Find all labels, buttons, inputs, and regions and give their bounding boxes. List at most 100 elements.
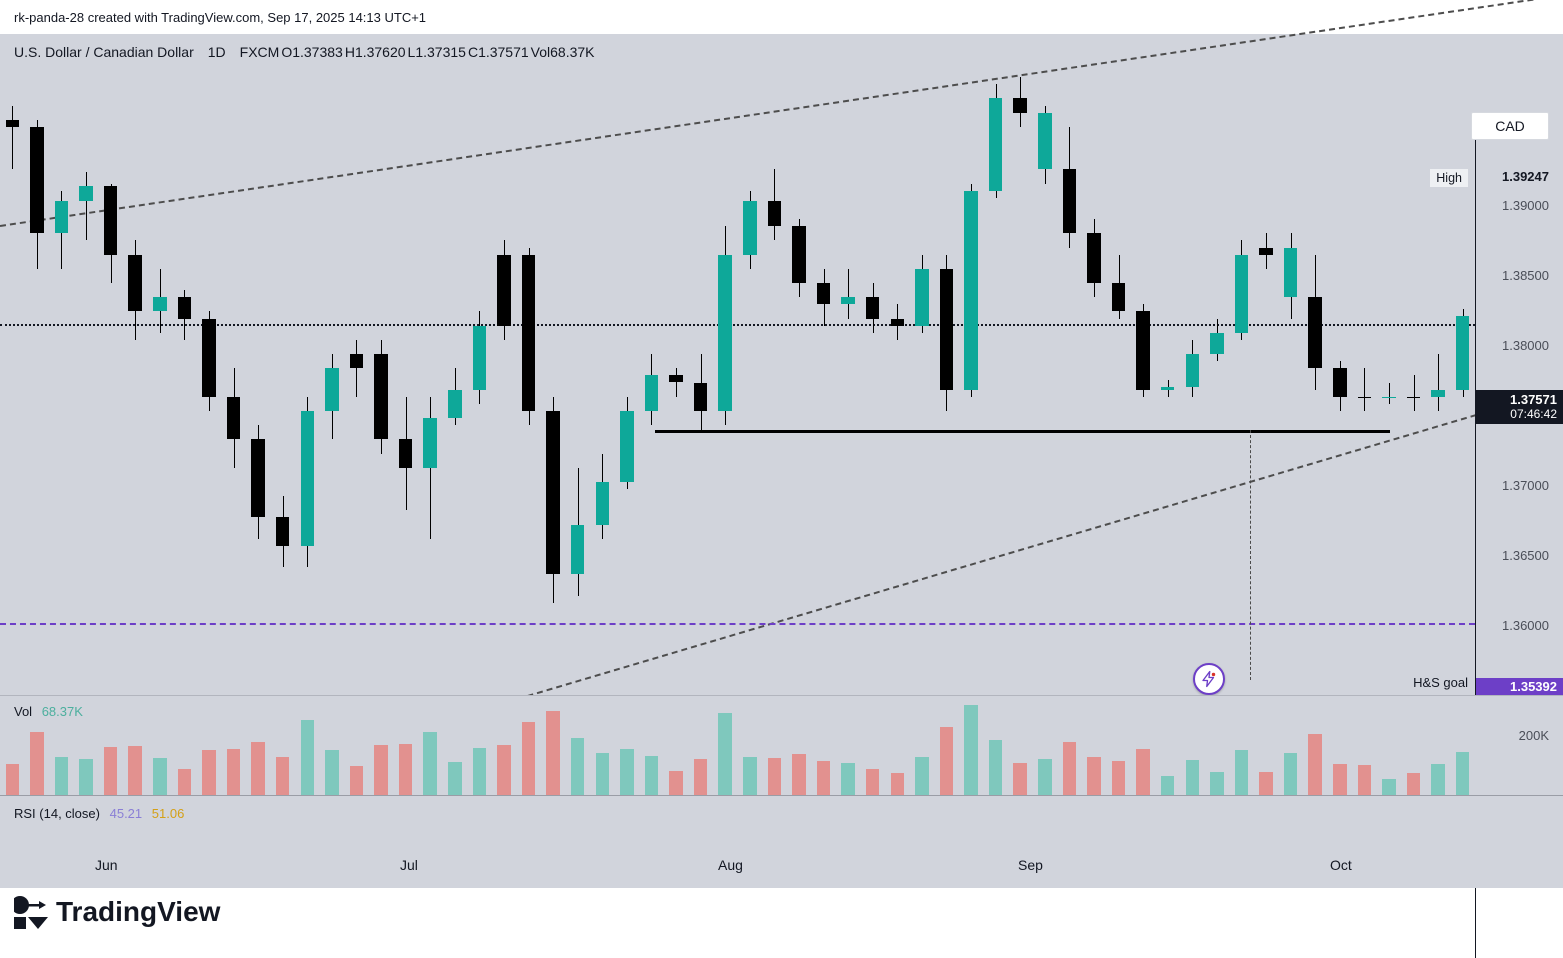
volume-bar[interactable] (1136, 749, 1150, 795)
candlestick-body[interactable] (448, 390, 462, 418)
volume-bar[interactable] (423, 732, 437, 795)
volume-bar[interactable] (1431, 764, 1445, 795)
volume-bar[interactable] (6, 764, 20, 795)
candlestick-body[interactable] (1063, 169, 1077, 233)
candlestick-body[interactable] (1382, 397, 1396, 399)
volume-bar[interactable] (964, 705, 978, 795)
volume-bar[interactable] (374, 745, 388, 795)
volume-bar[interactable] (325, 750, 339, 795)
volume-bar[interactable] (1112, 761, 1126, 795)
candlestick-body[interactable] (743, 201, 757, 255)
candlestick-body[interactable] (866, 297, 880, 318)
volume-bar[interactable] (227, 749, 241, 795)
candlestick-body[interactable] (202, 319, 216, 397)
candlestick-body[interactable] (964, 191, 978, 390)
volume-bar[interactable] (596, 753, 610, 795)
candlestick-body[interactable] (30, 127, 44, 234)
volume-bar[interactable] (1456, 752, 1470, 795)
candlestick-body[interactable] (1456, 316, 1470, 390)
candlestick-body[interactable] (940, 269, 954, 390)
candlestick-body[interactable] (301, 411, 315, 546)
volume-bar[interactable] (104, 747, 118, 795)
candlestick-body[interactable] (891, 319, 905, 326)
flash-alert-icon[interactable] (1193, 663, 1225, 695)
volume-bar[interactable] (768, 758, 782, 795)
candlestick-body[interactable] (79, 186, 93, 200)
volume-bar[interactable] (645, 756, 659, 795)
volume-bar[interactable] (1210, 772, 1224, 795)
candlestick-body[interactable] (620, 411, 634, 482)
volume-bar[interactable] (694, 759, 708, 795)
candlestick-body[interactable] (128, 255, 142, 312)
candlestick-body[interactable] (817, 283, 831, 304)
candlestick-body[interactable] (1407, 397, 1421, 399)
candlestick-body[interactable] (276, 517, 290, 545)
candlestick-body[interactable] (1136, 311, 1150, 389)
volume-bar[interactable] (1259, 772, 1273, 795)
candlestick-body[interactable] (1358, 397, 1372, 399)
candlestick-body[interactable] (792, 226, 806, 283)
candlestick-body[interactable] (571, 525, 585, 575)
candlestick-body[interactable] (1235, 255, 1249, 333)
volume-bar[interactable] (399, 744, 413, 796)
volume-bar[interactable] (571, 738, 585, 795)
volume-bar[interactable] (1087, 757, 1101, 795)
pair-title[interactable]: U.S. Dollar / Canadian Dollar (14, 44, 194, 60)
volume-bar[interactable] (1063, 742, 1077, 795)
volume-bar[interactable] (866, 769, 880, 795)
candlestick-body[interactable] (1087, 233, 1101, 283)
candlestick-body[interactable] (1259, 248, 1273, 255)
volume-bar[interactable] (448, 762, 462, 795)
volume-bar[interactable] (1407, 773, 1421, 795)
volume-bar[interactable] (1235, 750, 1249, 795)
time-axis[interactable]: Jun Jul Aug Sep Oct (0, 843, 1563, 888)
candlestick-body[interactable] (423, 418, 437, 468)
candlestick-body[interactable] (1186, 354, 1200, 387)
candlestick-body[interactable] (497, 255, 511, 326)
volume-bar[interactable] (1333, 764, 1347, 795)
volume-bar[interactable] (1013, 763, 1027, 795)
candlestick-body[interactable] (1038, 113, 1052, 170)
volume-bar[interactable] (1284, 753, 1298, 795)
candlestick-body[interactable] (153, 297, 167, 311)
volume-bar[interactable] (915, 757, 929, 795)
volume-bar[interactable] (301, 720, 315, 795)
candlestick-body[interactable] (399, 439, 413, 467)
candlestick-body[interactable] (1112, 283, 1126, 311)
candlestick-body[interactable] (718, 255, 732, 411)
candlestick-body[interactable] (1210, 333, 1224, 354)
volume-bar[interactable] (718, 713, 732, 795)
volume-bar[interactable] (1161, 776, 1175, 795)
candlestick-body[interactable] (325, 368, 339, 411)
volume-bar[interactable] (276, 757, 290, 795)
candlestick-body[interactable] (55, 201, 69, 234)
candlestick-body[interactable] (178, 297, 192, 318)
volume-bar[interactable] (79, 759, 93, 795)
volume-bar[interactable] (128, 746, 142, 795)
candlestick-body[interactable] (6, 120, 20, 127)
volume-panel[interactable]: Vol 68.37K 200K (0, 695, 1563, 795)
interval-label[interactable]: 1D (208, 44, 226, 60)
candlestick-body[interactable] (596, 482, 610, 525)
volume-bar[interactable] (669, 771, 683, 795)
volume-bar[interactable] (1186, 760, 1200, 795)
volume-bar[interactable] (743, 757, 757, 795)
candlestick-body[interactable] (251, 439, 265, 517)
exchange-label[interactable]: FXCM (240, 44, 280, 60)
candlestick-body[interactable] (374, 354, 388, 439)
candlestick-body[interactable] (522, 255, 536, 411)
candlestick-body[interactable] (1333, 368, 1347, 396)
candlestick-body[interactable] (645, 375, 659, 411)
candlestick-body[interactable] (546, 411, 560, 574)
candlestick-body[interactable] (350, 354, 364, 368)
rsi-panel[interactable]: RSI (14, close) 45.21 51.06 (0, 795, 1563, 843)
volume-bar[interactable] (30, 732, 44, 795)
volume-bar[interactable] (841, 763, 855, 795)
candlestick-body[interactable] (1013, 98, 1027, 112)
candlestick-body[interactable] (768, 201, 782, 227)
volume-bar[interactable] (989, 740, 1003, 795)
candlestick-body[interactable] (669, 375, 683, 382)
candlestick-body[interactable] (694, 383, 708, 411)
volume-bar[interactable] (1038, 759, 1052, 795)
candlestick-body[interactable] (1308, 297, 1322, 368)
